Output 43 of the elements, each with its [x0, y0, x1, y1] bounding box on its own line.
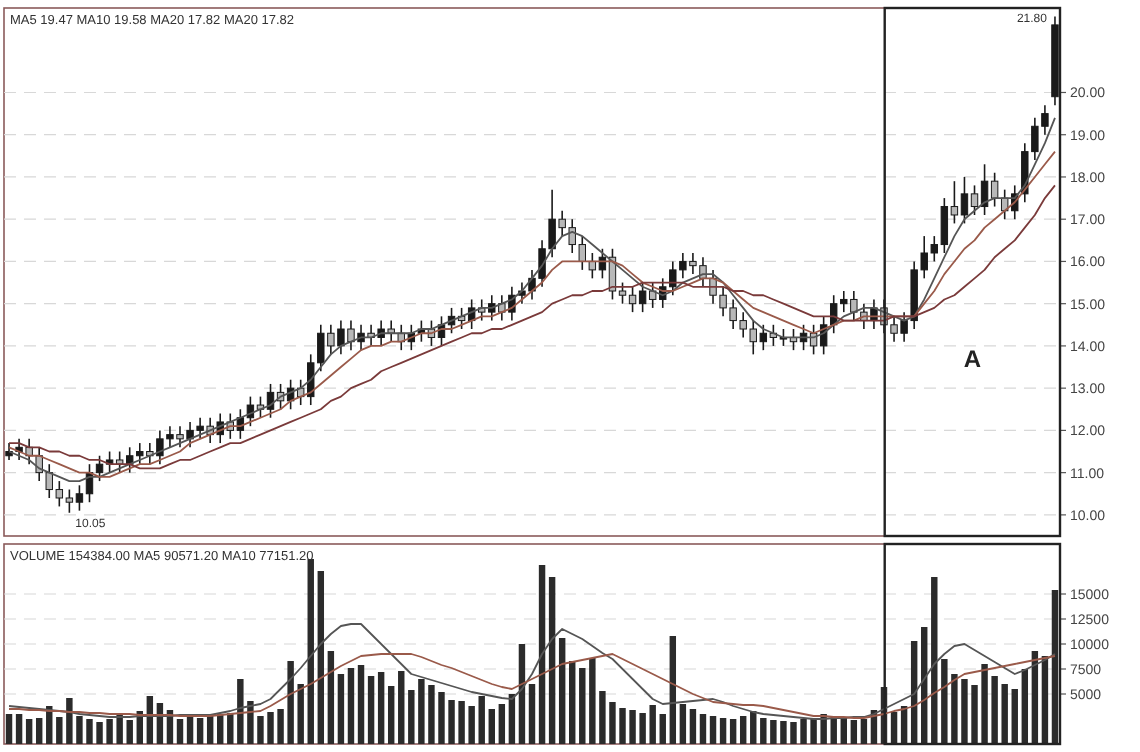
- bar: [5, 714, 13, 744]
- bar: [488, 709, 495, 744]
- bar: [35, 718, 43, 744]
- bar: [1051, 590, 1059, 744]
- bar: [679, 704, 687, 744]
- bar: [729, 719, 737, 744]
- bar: [367, 676, 375, 744]
- bar: [689, 709, 697, 744]
- bar: [206, 716, 214, 744]
- bar: [538, 565, 546, 744]
- annotation: A: [963, 345, 982, 374]
- bar: [15, 714, 23, 744]
- bar: [860, 719, 868, 744]
- bar: [850, 720, 858, 744]
- bar: [528, 684, 536, 744]
- bar: [387, 686, 395, 744]
- bar: [357, 665, 365, 744]
- bar: [569, 661, 576, 744]
- bar: [347, 668, 355, 744]
- bar: [890, 712, 898, 744]
- bar: [739, 716, 747, 744]
- bar: [25, 719, 33, 744]
- bar: [719, 718, 727, 744]
- bar: [377, 672, 385, 744]
- bar: [1021, 669, 1029, 744]
- line-series: [8, 623, 1056, 720]
- bar: [659, 714, 666, 744]
- bar: [709, 716, 717, 744]
- bar: [840, 718, 847, 744]
- bar: [1011, 689, 1018, 744]
- bar: [398, 671, 405, 744]
- bar: [176, 719, 184, 744]
- bar: [558, 638, 566, 744]
- bar: [548, 577, 556, 744]
- bar: [317, 571, 325, 744]
- bar: [498, 704, 506, 744]
- bar: [337, 674, 345, 744]
- bar: [669, 636, 677, 744]
- bar: [327, 651, 335, 744]
- bar: [307, 559, 314, 744]
- bar: [699, 714, 707, 744]
- line-series: [8, 653, 1056, 719]
- bar: [196, 718, 204, 744]
